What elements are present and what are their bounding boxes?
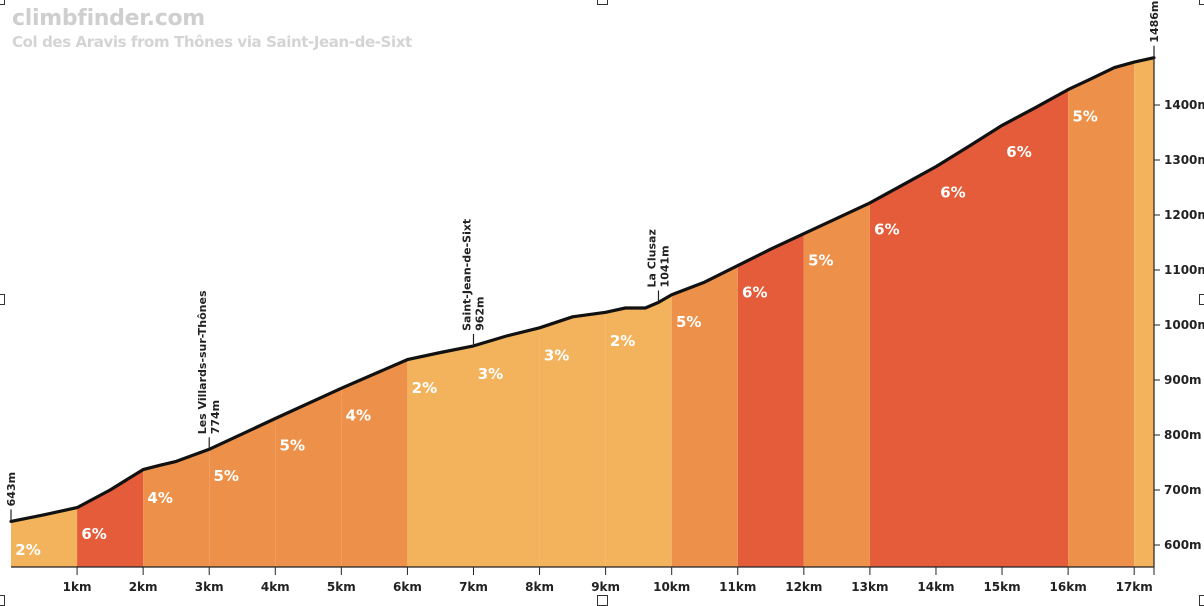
resize-handle-bottom-left[interactable]: [0, 595, 5, 606]
resize-handle-top-right[interactable]: [1199, 0, 1204, 5]
elevation-line: [9, 56, 1156, 523]
gradient-segment-16: [1002, 89, 1069, 567]
gradient-segment-9: [539, 312, 606, 567]
gradient-segment-17: [1068, 62, 1135, 567]
annotation-elevation: 643m: [5, 472, 18, 506]
x-tick-label: 16km: [1050, 580, 1087, 594]
annotation-elevation: 962m: [473, 296, 486, 330]
x-tick-label: 5km: [327, 580, 356, 594]
annotation-place-name: Les Villards-sur-Thônes: [196, 290, 209, 434]
resize-handle-top-left[interactable]: [0, 0, 5, 5]
chart-title: Col des Aravis from Thônes via Saint-Jea…: [12, 33, 412, 51]
grade-label: 3%: [544, 347, 569, 365]
x-tick-label: 13km: [851, 580, 888, 594]
grade-label: 6%: [874, 220, 899, 238]
y-tick-label: 1400m: [1164, 98, 1204, 112]
x-tick-label: 8km: [525, 580, 554, 594]
y-tick-label: 1300m: [1164, 153, 1204, 167]
gradient-segment-7: [407, 345, 474, 567]
y-tick-label: 1200m: [1164, 208, 1204, 222]
gradient-segment-18: [1134, 57, 1154, 567]
grade-label: 3%: [478, 365, 503, 383]
grade-label: 4%: [147, 489, 172, 507]
grade-label: 6%: [81, 525, 106, 543]
gradient-segment-12: [737, 233, 804, 567]
x-tick-label: 11km: [719, 580, 756, 594]
y-tick-label: 1100m: [1164, 263, 1204, 277]
brand-logo: climbfinder.com: [12, 6, 205, 31]
gradient-segment-6: [341, 359, 408, 567]
gradient-segment-2: [77, 469, 144, 567]
annotation-place-name: Saint-Jean-de-Sixt: [460, 219, 473, 331]
annotation-place-name: La Clusaz: [645, 229, 658, 287]
gradient-segment-14: [869, 166, 936, 567]
x-tick-label: 12km: [785, 580, 822, 594]
gradient-segment-8: [473, 327, 540, 567]
gradient-segment-15: [936, 125, 1002, 568]
grade-label: 2%: [15, 541, 40, 559]
x-tick-label: 17km: [1116, 580, 1153, 594]
gradient-segment-4: [209, 418, 276, 567]
y-tick-label: 700m: [1164, 483, 1202, 497]
annotation-elevation: 1486m: [1148, 1, 1161, 43]
gradient-segment-5: [275, 388, 342, 567]
x-tick-label: 10km: [653, 580, 690, 594]
x-tick-label: 1km: [63, 580, 92, 594]
x-tick-label: 14km: [917, 580, 954, 594]
grade-label: 2%: [610, 332, 635, 350]
y-tick-label: 900m: [1164, 373, 1202, 387]
grade-label: 4%: [346, 406, 371, 424]
y-tick-label: 800m: [1164, 428, 1202, 442]
grade-label: 5%: [1072, 107, 1097, 125]
grade-label: 2%: [412, 379, 437, 397]
gradient-segment-3: [143, 449, 210, 567]
resize-handle-right[interactable]: [1199, 294, 1204, 305]
grade-label: 6%: [742, 283, 767, 301]
grade-label: 5%: [280, 436, 305, 454]
x-tick-label: 9km: [591, 580, 620, 594]
gradient-segment-1: [11, 507, 78, 567]
gradient-segment-11: [671, 265, 738, 567]
grade-label: 5%: [808, 252, 833, 270]
x-tick-label: 4km: [261, 580, 290, 594]
y-tick-label: 1000m: [1164, 318, 1204, 332]
grade-label: 6%: [940, 184, 965, 202]
gradient-segment-10: [605, 294, 672, 567]
grade-label: 6%: [1006, 143, 1031, 161]
y-tick-label: 600m: [1164, 538, 1202, 552]
resize-handle-bottom[interactable]: [597, 595, 608, 606]
annotation-elevation: 774m: [209, 400, 222, 434]
x-tick-label: 2km: [129, 580, 158, 594]
x-tick-label: 7km: [459, 580, 488, 594]
grade-label: 5%: [213, 467, 238, 485]
resize-handle-left[interactable]: [0, 294, 5, 305]
resize-handle-bottom-right[interactable]: [1199, 595, 1204, 606]
resize-handle-top[interactable]: [597, 0, 608, 5]
x-tick-label: 6km: [393, 580, 422, 594]
x-tick-label: 3km: [195, 580, 224, 594]
annotation-elevation: 1041m: [658, 245, 671, 287]
gradient-segment-13: [803, 202, 870, 567]
x-tick-label: 15km: [983, 580, 1020, 594]
grade-label: 5%: [676, 313, 701, 331]
